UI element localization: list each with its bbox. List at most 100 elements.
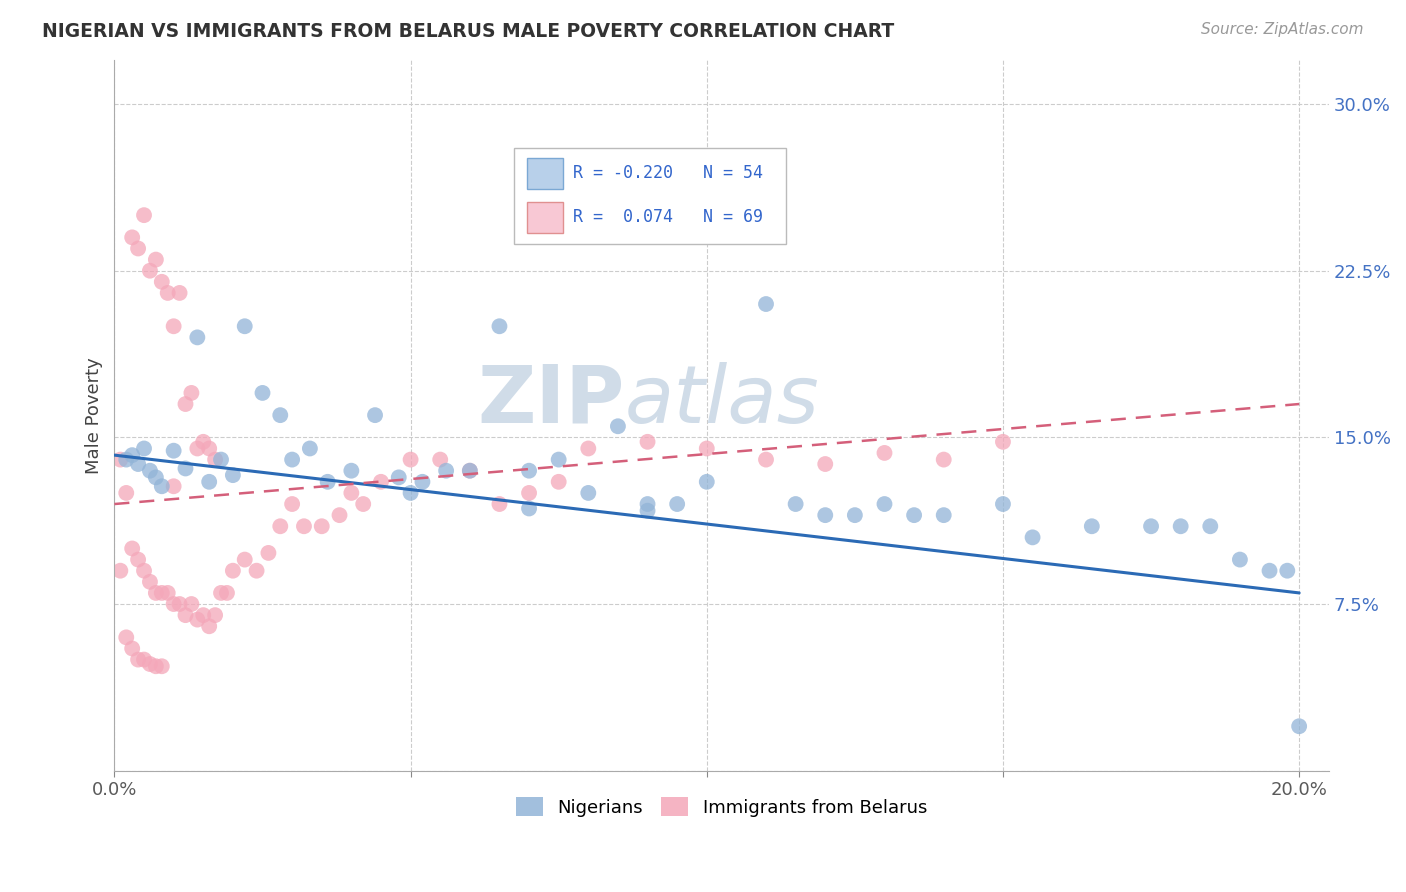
FancyBboxPatch shape — [513, 148, 786, 244]
Text: R =  0.074   N = 69: R = 0.074 N = 69 — [574, 209, 763, 227]
Point — [127, 552, 149, 566]
Text: atlas: atlas — [624, 362, 820, 440]
Point — [145, 470, 167, 484]
Point — [458, 464, 481, 478]
Point — [298, 442, 321, 456]
Point — [725, 153, 748, 167]
Point — [370, 475, 392, 489]
Point — [434, 464, 457, 478]
Point — [174, 397, 197, 411]
Point — [991, 434, 1014, 449]
Point — [606, 419, 628, 434]
Point — [488, 319, 510, 334]
Text: ZIP: ZIP — [477, 362, 624, 440]
Point — [204, 452, 226, 467]
Point — [873, 497, 896, 511]
Point — [1140, 519, 1163, 533]
Point — [139, 263, 162, 277]
Point — [174, 608, 197, 623]
Point — [193, 434, 215, 449]
Point — [411, 475, 433, 489]
Point — [991, 497, 1014, 511]
Point — [576, 442, 599, 456]
Point — [186, 442, 208, 456]
Point — [163, 479, 186, 493]
Point — [352, 497, 374, 511]
Point — [364, 408, 387, 422]
Point — [1199, 519, 1222, 533]
Point — [163, 597, 186, 611]
Point — [127, 242, 149, 256]
Point — [281, 452, 304, 467]
Point — [150, 275, 173, 289]
Point — [110, 564, 132, 578]
Point — [340, 464, 363, 478]
Point — [139, 657, 162, 671]
Point — [145, 252, 167, 267]
Point — [1277, 564, 1299, 578]
Point — [121, 230, 143, 244]
Point — [132, 564, 155, 578]
Point — [169, 285, 191, 300]
Bar — [527, 158, 562, 188]
Point — [488, 497, 510, 511]
Point — [429, 452, 451, 467]
Text: Source: ZipAtlas.com: Source: ZipAtlas.com — [1201, 22, 1364, 37]
Point — [198, 619, 221, 633]
Point — [186, 613, 208, 627]
Point — [150, 586, 173, 600]
Point — [517, 486, 540, 500]
Point — [156, 285, 179, 300]
Point — [132, 652, 155, 666]
Point — [121, 448, 143, 462]
Point — [517, 501, 540, 516]
Point — [198, 442, 221, 456]
Point — [340, 486, 363, 500]
Point — [121, 641, 143, 656]
Point — [150, 479, 173, 493]
Point — [666, 497, 689, 511]
Point — [844, 508, 866, 523]
Point — [328, 508, 350, 523]
Legend: Nigerians, Immigrants from Belarus: Nigerians, Immigrants from Belarus — [508, 789, 936, 826]
Point — [547, 475, 569, 489]
Point — [399, 452, 422, 467]
Point — [399, 486, 422, 500]
Point — [215, 586, 238, 600]
Point — [245, 564, 267, 578]
Point — [209, 452, 232, 467]
Point — [145, 659, 167, 673]
Point — [1229, 552, 1251, 566]
Point — [637, 504, 659, 518]
Point — [281, 497, 304, 511]
Y-axis label: Male Poverty: Male Poverty — [86, 357, 103, 474]
Point — [156, 586, 179, 600]
Point — [115, 452, 138, 467]
Point — [169, 597, 191, 611]
Point — [814, 457, 837, 471]
Point — [163, 319, 186, 334]
Text: R = -0.220   N = 54: R = -0.220 N = 54 — [574, 164, 763, 182]
Point — [180, 597, 202, 611]
Point — [139, 574, 162, 589]
Point — [292, 519, 315, 533]
Point — [115, 486, 138, 500]
Point — [576, 486, 599, 500]
Point — [145, 586, 167, 600]
Point — [311, 519, 333, 533]
Point — [233, 319, 256, 334]
Point — [132, 442, 155, 456]
Point — [132, 208, 155, 222]
Point — [517, 464, 540, 478]
Point — [186, 330, 208, 344]
Text: NIGERIAN VS IMMIGRANTS FROM BELARUS MALE POVERTY CORRELATION CHART: NIGERIAN VS IMMIGRANTS FROM BELARUS MALE… — [42, 22, 894, 41]
Point — [269, 408, 291, 422]
Point — [127, 457, 149, 471]
Point — [1170, 519, 1192, 533]
Point — [257, 546, 280, 560]
Point — [174, 461, 197, 475]
Point — [269, 519, 291, 533]
Point — [873, 446, 896, 460]
Point — [233, 552, 256, 566]
Point — [755, 452, 778, 467]
